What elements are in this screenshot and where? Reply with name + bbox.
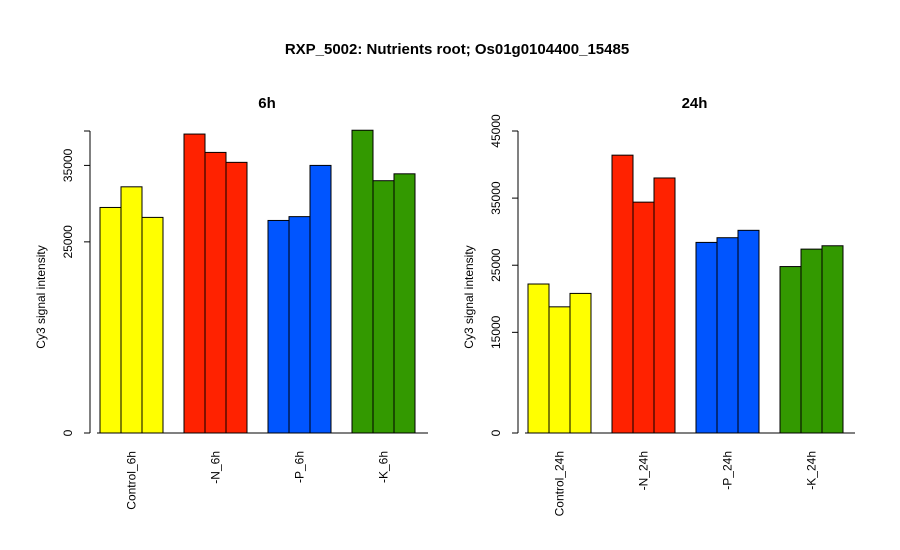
bar--K_6h-3 <box>393 173 416 434</box>
bar--N_24h-1 <box>611 154 634 434</box>
panel-6h: 6h 0 25000 35000 Cy3 signal intensity Control… <box>34 95 428 510</box>
bar-Control_6h-2 <box>120 186 143 434</box>
bar--N_24h-2 <box>632 201 655 434</box>
y-tick-label: 35000 <box>489 181 503 215</box>
panel-title: 24h <box>682 95 708 112</box>
bar--P_6h-3 <box>309 164 332 434</box>
bar--P_6h-2 <box>288 216 311 434</box>
y-tick-label: 35000 <box>61 148 75 182</box>
y-tick-label: 45000 <box>489 114 503 148</box>
bar-Control_24h-2 <box>548 306 571 434</box>
y-tick-label: 15000 <box>489 315 503 349</box>
bar-Control_6h-3 <box>141 216 164 434</box>
bar-Control_6h-1 <box>99 206 122 434</box>
bar--P_24h-3 <box>737 229 760 434</box>
figure-title: RXP_5002: Nutrients root; Os01g0104400_1… <box>285 41 629 58</box>
panel-24h: 24h 0 15000 25000 35000 45000 Cy3 signal inten… <box>462 95 855 516</box>
bar--P_6h-1 <box>267 219 290 434</box>
category-label: Control_24h <box>553 451 567 516</box>
bar--P_24h-2 <box>716 237 739 434</box>
y-tick-label: 25000 <box>61 225 75 259</box>
panel-title: 6h <box>258 95 276 112</box>
y-tick-label: 0 <box>489 429 503 436</box>
bar-Control_24h-3 <box>569 292 592 434</box>
category-label: -N_24h <box>637 451 651 490</box>
category-label: -K_6h <box>377 451 391 483</box>
y-tick-label: 0 <box>61 429 75 436</box>
y-tick-label: 25000 <box>489 248 503 282</box>
bar--K_6h-1 <box>351 129 374 434</box>
bar--K_24h-1 <box>779 266 802 434</box>
bar--P_24h-1 <box>695 241 718 434</box>
bar--K_24h-3 <box>821 245 844 434</box>
bar--K_6h-2 <box>372 180 395 434</box>
category-label: -N_6h <box>209 451 223 484</box>
bar--N_6h-2 <box>204 151 227 434</box>
y-axis-label: Cy3 signal intensity <box>462 245 476 348</box>
category-label: -P_6h <box>293 451 307 483</box>
bar--N_6h-1 <box>183 133 206 434</box>
bar--N_24h-3 <box>653 177 676 434</box>
bar--K_24h-2 <box>800 248 823 434</box>
bar--N_6h-3 <box>225 161 248 434</box>
bar-Control_24h-1 <box>527 283 550 434</box>
y-axis-label: Cy3 signal intensity <box>34 245 48 348</box>
category-label: Control_6h <box>125 451 139 510</box>
category-label: -K_24h <box>805 451 819 490</box>
category-label: -P_24h <box>721 451 735 490</box>
